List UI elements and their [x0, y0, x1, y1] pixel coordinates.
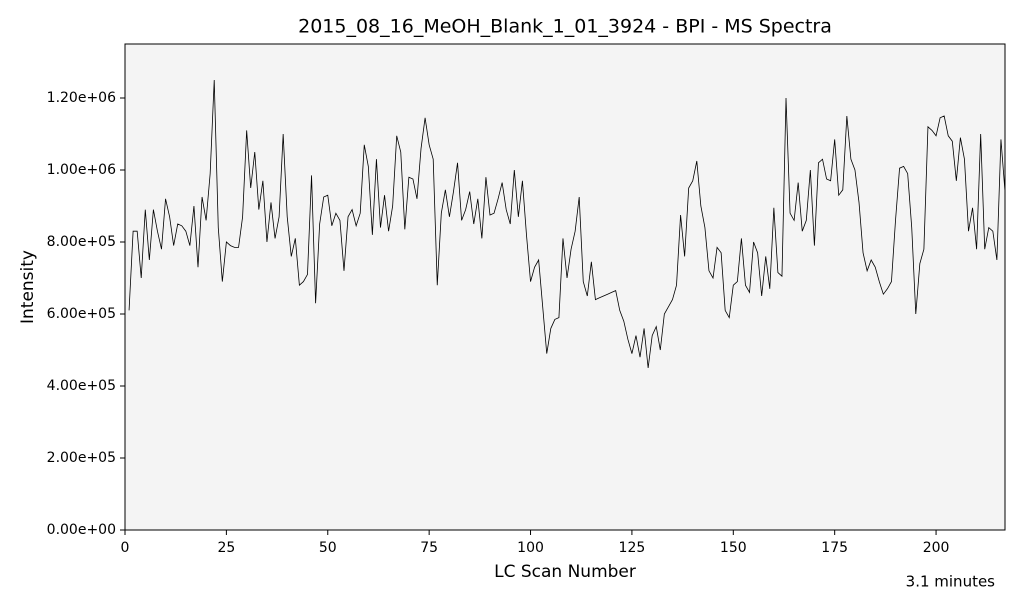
y-axis-label: Intensity	[18, 250, 38, 324]
x-tick-label: 175	[821, 540, 848, 556]
x-tick-label: 200	[923, 540, 950, 556]
y-tick-label: 0.00e+00	[47, 522, 116, 538]
chart-title: 2015_08_16_MeOH_Blank_1_01_3924 - BPI - …	[298, 16, 832, 38]
plot-area	[125, 44, 1005, 530]
y-tick-label: 4.00e+05	[47, 378, 116, 394]
x-tick-label: 50	[319, 540, 337, 556]
x-tick-label: 25	[217, 540, 235, 556]
y-tick-label: 2.00e+05	[47, 450, 116, 466]
x-axis-label: LC Scan Number	[494, 562, 636, 582]
annotation: 3.1 minutes	[906, 573, 996, 591]
plot-frame	[124, 43, 1006, 531]
y-tick-label: 6.00e+05	[47, 306, 116, 322]
y-tick-label: 8.00e+05	[47, 234, 116, 250]
x-tick-label: 125	[619, 540, 646, 556]
series-line	[128, 79, 1006, 369]
x-tick-label: 0	[121, 540, 130, 556]
y-tick-label: 1.20e+06	[47, 90, 116, 106]
x-tick-label: 75	[420, 540, 438, 556]
y-tick-label: 1.00e+06	[47, 162, 116, 178]
x-tick-label: 100	[517, 540, 544, 556]
x-tick-label: 150	[720, 540, 747, 556]
